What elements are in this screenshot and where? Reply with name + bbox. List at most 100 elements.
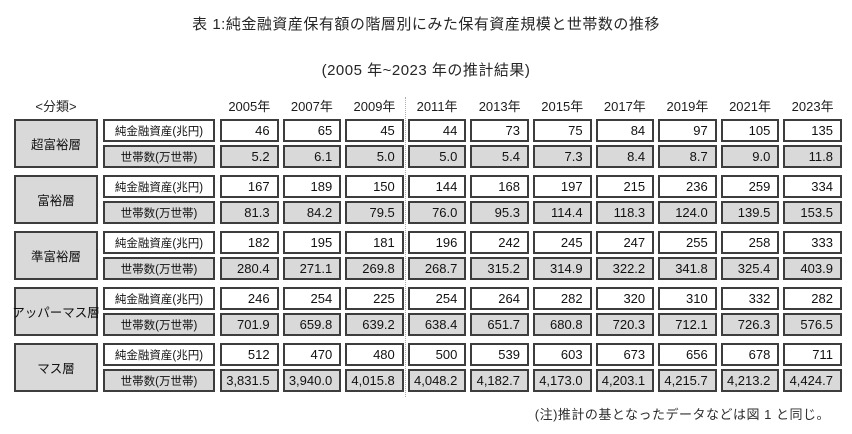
household-value-cell: 4,015.8 <box>345 369 404 392</box>
asset-value-cell: 181 <box>345 231 404 254</box>
asset-value-cell: 310 <box>658 287 717 310</box>
household-value-cell: 81.3 <box>220 201 279 224</box>
asset-value-cell: 242 <box>470 231 529 254</box>
household-value-cell: 124.0 <box>658 201 717 224</box>
asset-value-cell: 44 <box>407 119 467 142</box>
asset-value-cell: 334 <box>783 175 842 198</box>
asset-value-cell: 255 <box>658 231 717 254</box>
asset-value-cell: 254 <box>282 287 342 310</box>
asset-value-cell: 167 <box>220 175 279 198</box>
asset-value-cell: 144 <box>407 175 467 198</box>
asset-value-cell: 678 <box>720 343 780 366</box>
table-title: 表 1:純金融資産保有額の階層別にみた保有資産規模と世帯数の推移 <box>192 16 660 33</box>
household-value-cell: 314.9 <box>532 257 592 280</box>
household-value-cell: 7.3 <box>532 145 592 168</box>
asset-value-cell: 225 <box>345 287 404 310</box>
asset-value-cell: 105 <box>720 119 780 142</box>
household-value-cell: 4,048.2 <box>407 369 467 392</box>
asset-value-cell: 320 <box>595 287 655 310</box>
asset-value-cell: 264 <box>470 287 529 310</box>
household-value-cell: 701.9 <box>220 313 279 336</box>
household-value-cell: 712.1 <box>658 313 717 336</box>
tier-rows: 純金融資産(兆円) 167 189 150 144 168 197 215 236 259 334 世… <box>103 175 842 224</box>
household-value-cell: 79.5 <box>345 201 404 224</box>
asset-row: 純金融資産(兆円) 46 65 45 44 73 75 84 97 105 135 <box>103 119 842 142</box>
table-header-row: <分類> 2005年 2007年 2009年 2011年 2013年 2015年 2017年… <box>14 97 844 115</box>
asset-value-cell: 254 <box>407 287 467 310</box>
year-header: 2023年 <box>791 99 834 114</box>
asset-row: 純金融資産(兆円) 182 195 181 196 242 245 247 255 258 333 <box>103 231 842 254</box>
tier-group: マス層 純金融資産(兆円) 512 470 480 500 539 603 673 656 678 7… <box>14 343 844 392</box>
asset-value-cell: 512 <box>220 343 279 366</box>
year-header: 2013年 <box>478 99 521 114</box>
asset-value-cell: 259 <box>720 175 780 198</box>
household-value-cell: 6.1 <box>282 145 342 168</box>
asset-row-label: 純金融資産(兆円) <box>103 343 215 366</box>
asset-row-label: 純金融資産(兆円) <box>103 119 215 142</box>
asset-value-cell: 333 <box>783 231 842 254</box>
household-value-cell: 4,215.7 <box>658 369 717 392</box>
tier-label: 準富裕層 <box>14 231 98 280</box>
household-value-cell: 341.8 <box>658 257 717 280</box>
household-row: 世帯数(万世帯) 701.9 659.8 639.2 638.4 651.7 680.8 72… <box>103 313 842 336</box>
household-value-cell: 720.3 <box>595 313 655 336</box>
asset-value-cell: 480 <box>345 343 404 366</box>
tier-label: マス層 <box>14 343 98 392</box>
asset-value-cell: 539 <box>470 343 529 366</box>
household-row-label: 世帯数(万世帯) <box>103 257 215 280</box>
household-value-cell: 726.3 <box>720 313 780 336</box>
asset-value-cell: 75 <box>532 119 592 142</box>
household-value-cell: 4,213.2 <box>720 369 780 392</box>
household-value-cell: 114.4 <box>532 201 592 224</box>
asset-value-cell: 656 <box>658 343 717 366</box>
year-header: 2019年 <box>666 99 709 114</box>
asset-value-cell: 150 <box>345 175 404 198</box>
tier-label: アッパーマス層 <box>12 287 100 336</box>
household-value-cell: 139.5 <box>720 201 780 224</box>
asset-value-cell: 46 <box>220 119 279 142</box>
household-row-label: 世帯数(万世帯) <box>103 369 215 392</box>
tier-group: 富裕層 純金融資産(兆円) 167 189 150 144 168 197 215 236 259 3… <box>14 175 844 224</box>
asset-value-cell: 196 <box>407 231 467 254</box>
asset-value-cell: 189 <box>282 175 342 198</box>
household-value-cell: 269.8 <box>345 257 404 280</box>
asset-value-cell: 258 <box>720 231 780 254</box>
year-header: 2005年 <box>228 99 271 114</box>
asset-value-cell: 470 <box>282 343 342 366</box>
household-value-cell: 118.3 <box>595 201 655 224</box>
household-row: 世帯数(万世帯) 81.3 84.2 79.5 76.0 95.3 114.4 118.3 12… <box>103 201 842 224</box>
household-value-cell: 76.0 <box>407 201 467 224</box>
household-value-cell: 268.7 <box>407 257 467 280</box>
tier-label: 超富裕層 <box>14 119 98 168</box>
asset-value-cell: 215 <box>595 175 655 198</box>
asset-value-cell: 135 <box>783 119 842 142</box>
household-value-cell: 638.4 <box>407 313 467 336</box>
household-value-cell: 322.2 <box>595 257 655 280</box>
asset-value-cell: 45 <box>345 119 404 142</box>
tier-rows: 純金融資産(兆円) 512 470 480 500 539 603 673 656 678 711 世… <box>103 343 842 392</box>
household-value-cell: 659.8 <box>282 313 342 336</box>
tier-rows: 純金融資産(兆円) 182 195 181 196 242 245 247 255 258 333 世… <box>103 231 842 280</box>
asset-value-cell: 236 <box>658 175 717 198</box>
year-header: 2007年 <box>290 99 333 114</box>
household-value-cell: 5.0 <box>407 145 467 168</box>
tier-groups: 超富裕層 純金融資産(兆円) 46 65 45 44 73 75 84 97 105 135 世帯数(万… <box>12 119 844 392</box>
asset-value-cell: 246 <box>220 287 279 310</box>
household-value-cell: 4,424.7 <box>783 369 842 392</box>
household-value-cell: 3,831.5 <box>220 369 279 392</box>
household-value-cell: 4,182.7 <box>470 369 529 392</box>
household-row-label: 世帯数(万世帯) <box>103 201 215 224</box>
asset-value-cell: 282 <box>783 287 842 310</box>
household-value-cell: 8.4 <box>595 145 655 168</box>
household-value-cell: 5.4 <box>470 145 529 168</box>
household-value-cell: 403.9 <box>783 257 842 280</box>
asset-value-cell: 500 <box>407 343 467 366</box>
tier-group: アッパーマス層 純金融資産(兆円) 246 254 225 254 264 282 320 310… <box>12 287 844 336</box>
tier-label: 富裕層 <box>14 175 98 224</box>
year-headers: 2005年 2007年 2009年 2011年 2013年 2015年 2017年 2019年… <box>220 96 842 115</box>
footnote: (注)推計の基となったデータなどは図 1 と同じ。 <box>534 407 830 422</box>
household-value-cell: 4,173.0 <box>532 369 592 392</box>
asset-value-cell: 197 <box>532 175 592 198</box>
asset-value-cell: 97 <box>658 119 717 142</box>
